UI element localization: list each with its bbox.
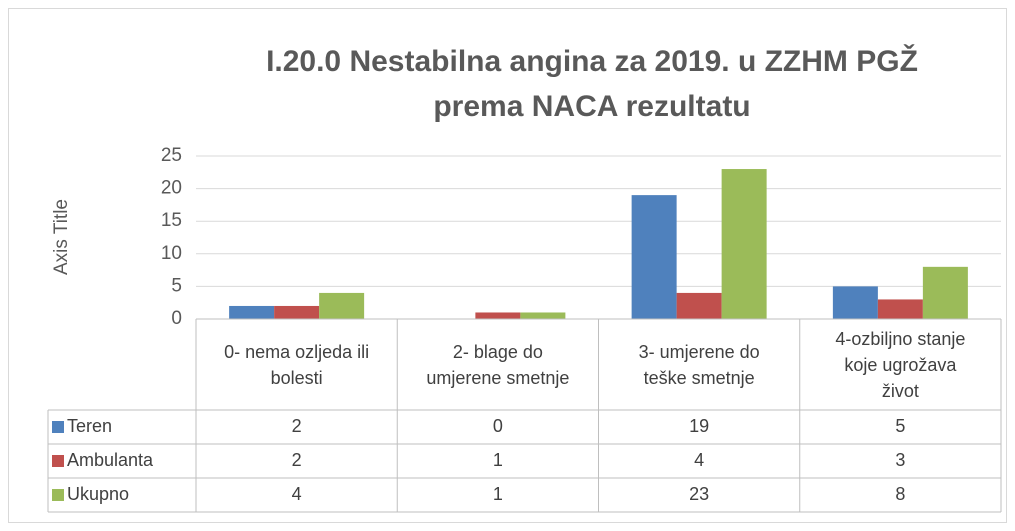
table-value: 19 bbox=[689, 416, 709, 436]
table-value: 23 bbox=[689, 484, 709, 504]
table-value: 1 bbox=[493, 450, 503, 470]
x-tick-label: 0- nema ozljeda ili bolesti bbox=[224, 341, 370, 388]
table-value: 5 bbox=[895, 416, 905, 436]
bar bbox=[922, 266, 968, 319]
table-value: 4 bbox=[694, 450, 704, 470]
y-tick-label: 5 bbox=[171, 275, 182, 296]
bar bbox=[721, 169, 767, 319]
legend-label: Teren bbox=[67, 416, 112, 436]
bar bbox=[676, 292, 722, 319]
bar bbox=[877, 299, 923, 319]
x-tick-label: 4-ozbiljno stanje koje ugrožava život bbox=[835, 328, 966, 401]
table-value: 3 bbox=[895, 450, 905, 470]
y-axis-title: Axis Title bbox=[51, 199, 72, 275]
bar bbox=[319, 292, 365, 319]
bar bbox=[631, 195, 677, 319]
y-tick-label: 15 bbox=[161, 210, 182, 231]
legend-label: Ambulanta bbox=[67, 450, 154, 470]
table-value: 2 bbox=[292, 450, 302, 470]
bar bbox=[475, 312, 521, 319]
y-tick-label: 20 bbox=[161, 178, 182, 199]
table-value: 8 bbox=[895, 484, 905, 504]
legend-key bbox=[52, 489, 64, 501]
legend-key bbox=[52, 455, 64, 467]
table-value: 4 bbox=[292, 484, 302, 504]
y-tick-label: 25 bbox=[161, 145, 182, 166]
legend-label: Ukupno bbox=[67, 484, 129, 504]
y-tick-label: 10 bbox=[161, 243, 182, 264]
bar bbox=[832, 286, 878, 319]
bar bbox=[274, 305, 320, 319]
table-value: 1 bbox=[493, 484, 503, 504]
y-tick-label: 0 bbox=[171, 308, 182, 329]
chart-border bbox=[8, 8, 1007, 523]
table-value: 0 bbox=[493, 416, 503, 436]
chart-title: prema NACA rezultatu bbox=[433, 90, 750, 123]
bar bbox=[520, 312, 566, 319]
table-value: 2 bbox=[292, 416, 302, 436]
legend-key bbox=[52, 421, 64, 433]
x-tick-label: 2- blage do umjerene smetnje bbox=[426, 341, 570, 388]
chart-title: I.20.0 Nestabilna angina za 2019. u ZZHM… bbox=[266, 44, 918, 78]
bar bbox=[229, 305, 275, 319]
x-tick-label: 3- umjerene do teške smetnje bbox=[638, 341, 760, 388]
